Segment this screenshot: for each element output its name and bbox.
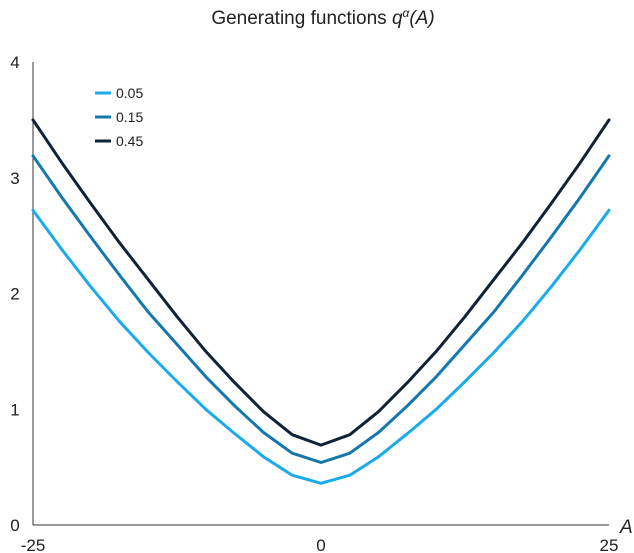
legend: 0.05 0.15 0.45 (95, 85, 143, 149)
x-tick-labels: -25 0 25 (21, 536, 619, 553)
series-lines (31, 118, 611, 485)
chart-title-main: Generating functions (211, 8, 392, 29)
series-line-0.15 (31, 154, 611, 464)
legend-label: 0.45 (116, 133, 143, 149)
chart-title-argument: (A) (409, 8, 434, 29)
x-tick-label: 0 (316, 536, 325, 553)
y-tick-labels: 0 1 2 3 4 (10, 53, 19, 535)
y-tick-label: 3 (10, 169, 19, 188)
y-tick-label: 2 (10, 285, 19, 304)
x-axis-label: A (619, 517, 633, 538)
x-tick-label: -25 (21, 536, 46, 553)
y-tick-label: 0 (10, 516, 19, 535)
x-tick-label: 25 (600, 536, 619, 553)
chart-title: Generating functions qα(A) (211, 6, 434, 29)
chart-title-superscript: α (403, 6, 411, 20)
y-tick-label: 1 (10, 400, 19, 419)
chart-title-function: q (392, 8, 403, 29)
y-tick-label: 4 (10, 53, 19, 72)
series-line-0.45 (31, 118, 611, 447)
series-line-0.05 (31, 208, 611, 485)
legend-label: 0.15 (116, 109, 143, 125)
legend-label: 0.05 (116, 85, 143, 101)
